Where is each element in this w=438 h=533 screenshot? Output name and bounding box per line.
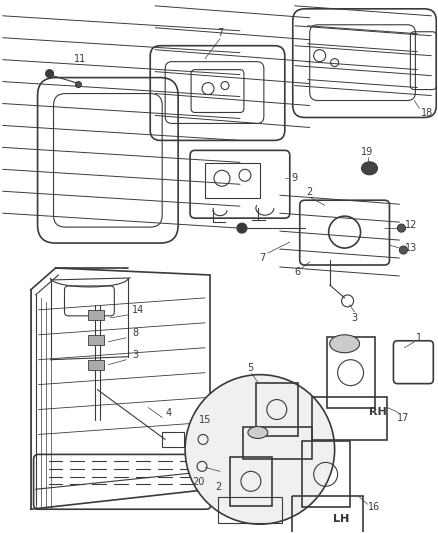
Circle shape [185, 375, 335, 524]
Bar [205, 163, 260, 198]
Bar [88, 310, 104, 320]
Circle shape [237, 223, 247, 233]
Text: 7: 7 [259, 253, 265, 263]
Text: 18: 18 [421, 109, 434, 118]
Bar [88, 335, 104, 345]
Text: 3: 3 [352, 313, 358, 323]
Text: 1: 1 [416, 333, 422, 343]
Circle shape [46, 70, 53, 78]
Text: 12: 12 [405, 220, 417, 230]
Text: 14: 14 [132, 305, 145, 315]
Text: 2: 2 [215, 482, 221, 492]
Text: RH: RH [369, 407, 386, 416]
Text: 3: 3 [132, 350, 138, 360]
Text: 17: 17 [397, 413, 410, 423]
Text: LH: LH [333, 514, 350, 524]
Circle shape [397, 224, 406, 232]
Circle shape [75, 82, 81, 87]
Text: 2: 2 [307, 187, 313, 197]
Text: 5: 5 [247, 362, 253, 373]
Bar [88, 360, 104, 370]
Text: 11: 11 [74, 54, 87, 63]
Ellipse shape [248, 426, 268, 439]
Text: 20: 20 [192, 478, 204, 487]
Text: LH: LH [333, 514, 350, 524]
Text: 8: 8 [132, 328, 138, 338]
Bar [162, 432, 184, 447]
Text: 16: 16 [368, 502, 381, 512]
Text: 9: 9 [292, 173, 298, 183]
Text: 4: 4 [165, 408, 171, 417]
Ellipse shape [330, 335, 360, 353]
Text: 6: 6 [295, 267, 301, 277]
Text: 19: 19 [361, 147, 374, 157]
Text: 15: 15 [199, 415, 211, 424]
Ellipse shape [361, 162, 378, 175]
Text: 13: 13 [405, 243, 417, 253]
Text: 7: 7 [217, 28, 223, 38]
Circle shape [399, 246, 407, 254]
